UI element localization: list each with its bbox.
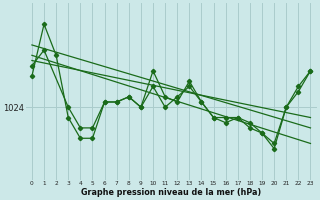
X-axis label: Graphe pression niveau de la mer (hPa): Graphe pression niveau de la mer (hPa) — [81, 188, 261, 197]
